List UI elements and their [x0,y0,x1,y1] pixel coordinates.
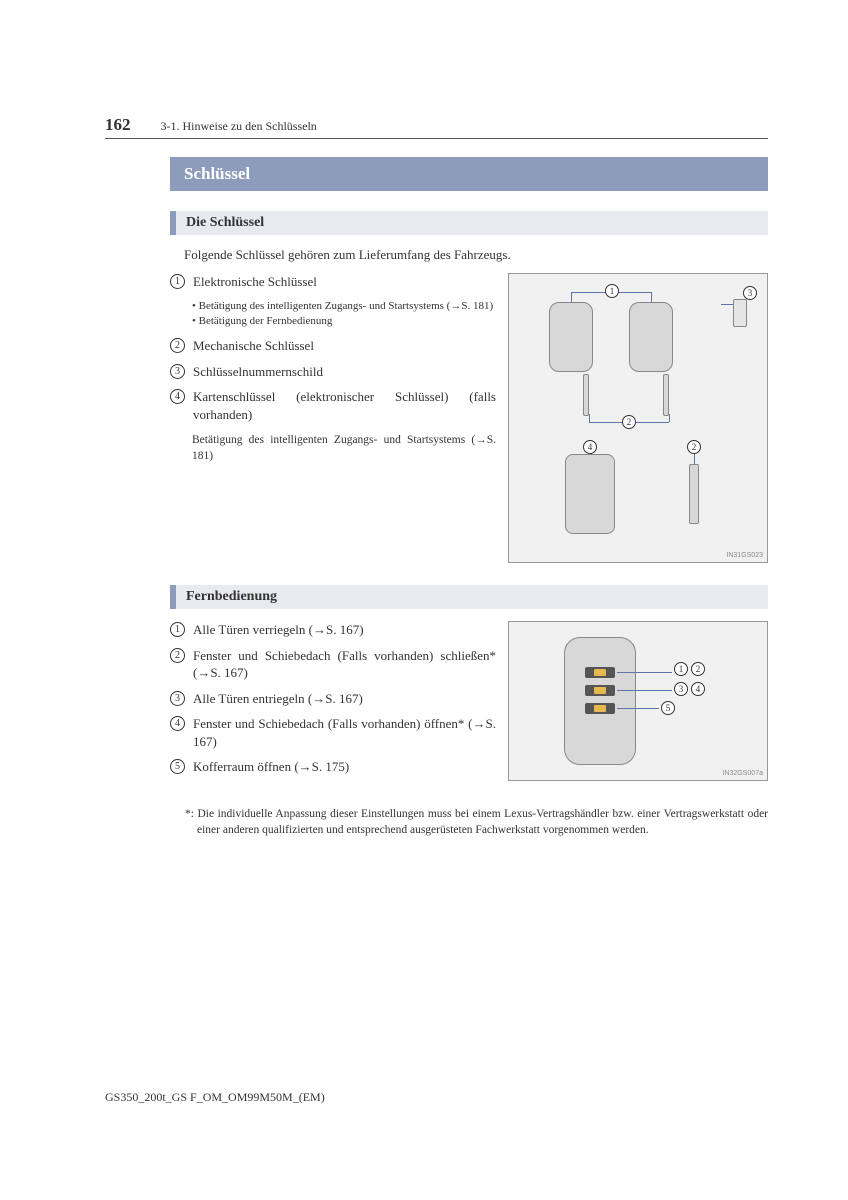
rd-callout-4: 4 [691,682,705,696]
r-callout-1: 1 [170,622,185,637]
rd-callout-3: 3 [674,682,688,696]
intro-text: Folgende Schlüssel gehören zum Lieferumf… [184,247,768,263]
r-callout-3: 3 [170,691,185,706]
remote-open-windows: Fenster und Schiebedach (Falls vorhanden… [193,715,496,750]
footer-document-code: GS350_200t_GS F_OM_OM99M50M_(EM) [105,1090,325,1105]
key-diagram: 1 2 3 4 2 IN31GS023 [508,273,768,563]
rd-callout-1: 1 [674,662,688,676]
r-callout-5: 5 [170,759,185,774]
footnote: *: Die individuelle Anpassung dieser Ein… [185,806,768,838]
page-header: 162 3-1. Hinweise zu den Schlüsseln [105,115,768,139]
r-callout-4: 4 [170,716,185,731]
remote-list: 1 Alle Türen verriegeln (→S. 167) 2 Fens… [170,621,496,784]
subheading-keys: Die Schlüssel [170,211,768,235]
diagram-callout-2b: 2 [687,440,701,454]
image-code-2: IN32GS007a [723,770,763,777]
item-card-key: Kartenschlüssel (elektronischer Schlüsse… [193,388,496,423]
rd-callout-5: 5 [661,701,675,715]
callout-3: 3 [170,364,185,379]
section-reference: 3-1. Hinweise zu den Schlüsseln [161,119,317,134]
diagram-callout-1: 1 [605,284,619,298]
item-mechanical-key: Mechanische Schlüssel [193,337,496,355]
page-title: Schlüssel [170,157,768,191]
remote-trunk: Kofferraum öffnen (→S. 175) [193,758,496,776]
callout-1: 1 [170,274,185,289]
rd-callout-2: 2 [691,662,705,676]
callout-4: 4 [170,389,185,404]
remote-lock: Alle Türen verriegeln (→S. 167) [193,621,496,639]
diagram-callout-4: 4 [583,440,597,454]
item-electronic-key: Elektronische Schlüssel [193,273,496,291]
r-callout-2: 2 [170,648,185,663]
callout-2: 2 [170,338,185,353]
page-number: 162 [105,115,131,135]
remote-unlock: Alle Türen entriegeln (→S. 167) [193,690,496,708]
key-list: 1 Elektronische Schlüssel Betätigung des… [170,273,496,563]
item-keynumber-plate: Schlüsselnummernschild [193,363,496,381]
remote-diagram: 1 2 3 4 5 IN32GS007a [508,621,768,781]
electronic-key-bullets: Betätigung des intelligenten Zugangs- un… [192,299,496,330]
remote-close-windows: Fenster und Schiebedach (Falls vorhanden… [193,647,496,682]
diagram-callout-2: 2 [622,415,636,429]
card-key-note: Betätigung des intelligenten Zugangs- un… [192,432,496,464]
diagram-callout-3: 3 [743,286,757,300]
image-code-1: IN31GS023 [726,552,763,559]
subheading-remote: Fernbedienung [170,585,768,609]
